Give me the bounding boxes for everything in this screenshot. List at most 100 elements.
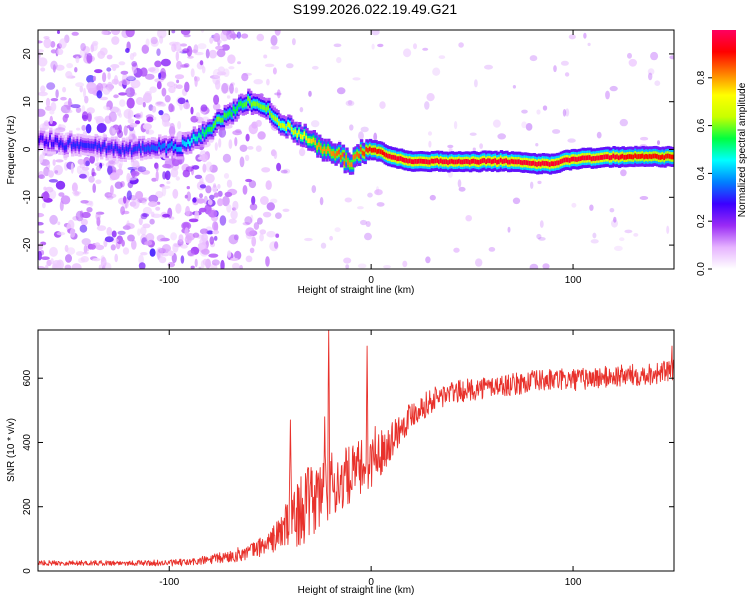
spectrogram-noise-blob (143, 92, 152, 104)
spectrogram-noise-blob (104, 236, 114, 243)
spectrogram-noise-blob (311, 65, 319, 70)
spectrogram-noise-blob (275, 233, 280, 238)
spectrogram-ridge-cell (85, 143, 89, 148)
spectrogram-ytick-label: 10 (22, 96, 33, 108)
spectrogram-noise-blob (164, 95, 171, 103)
spectrogram-ridge-cell (338, 149, 342, 155)
spectrogram-noise-blob (221, 83, 230, 94)
spectrogram-ridge-cell (156, 146, 160, 151)
spectrogram-noise-blob (218, 138, 222, 148)
spectrogram-ridge-cell (127, 147, 131, 153)
spectrogram-noise-blob (184, 227, 189, 237)
spectrogram-ridge-cell (165, 148, 169, 153)
spectrogram-ridge-cell (527, 160, 531, 166)
spectrogram-ridge-cell (276, 117, 280, 123)
spectrogram-noise-blob (91, 167, 95, 177)
spectrogram-noise-blob (88, 175, 95, 183)
snr-panel: -100 0 100 0 200 400 600 Height of straight li… (6, 329, 675, 596)
spectrogram-noise-blob (242, 185, 248, 195)
spectrogram-ridge-cell (100, 146, 104, 152)
spectrogram-noise-blob (469, 132, 477, 136)
spectrogram-noise-blob (151, 105, 157, 113)
spectrogram-ridge-cell (347, 160, 351, 165)
spectrogram-ridge-cell (614, 154, 618, 160)
spectrogram-noise-blob (96, 165, 102, 171)
spectrogram-ridge-cell (521, 160, 525, 166)
spectrogram-noise-blob (49, 214, 58, 225)
colorbar-tick-label: 0.0 (696, 262, 707, 276)
spectrogram-noise-blob (438, 55, 446, 59)
spectrogram-noise-blob (376, 202, 385, 207)
spectrogram-ridge-cell (243, 102, 247, 108)
spectrogram-noise-blob (150, 36, 158, 45)
spectrogram-noise-blob (276, 89, 281, 99)
spectrogram-noise-blob (226, 179, 233, 188)
spectrogram-ridge-cell (652, 153, 656, 159)
spectrogram-ridge-cell (38, 138, 42, 143)
spectrogram-noise-blob (118, 92, 127, 96)
spectrogram-ridge-cell (318, 142, 322, 147)
spectrogram-ridge-cell (421, 159, 425, 164)
spectrogram-noise-blob (343, 257, 352, 264)
spectrogram-noise-blob (184, 194, 188, 199)
spectrogram-ridge-cell (617, 155, 622, 161)
spectrogram-noise-blob (138, 217, 143, 226)
spectrogram-noise-blob (212, 68, 222, 78)
spectrogram-ridge-cell (352, 155, 356, 160)
spectrogram-noise-blob (140, 252, 148, 256)
spectrogram-noise-blob (160, 237, 170, 242)
spectrogram-noise-blob (336, 87, 346, 95)
colorbar: 0.0 0.2 0.4 0.6 0.8 Normalized spectral ampl… (696, 30, 748, 276)
spectrogram-noise-blob (126, 190, 132, 201)
spectrogram-ridge-cell (619, 154, 624, 160)
spectrogram-ridge-cell (309, 138, 313, 144)
spectrogram-noise-blob (373, 132, 378, 141)
spectrogram-noise-blob (633, 233, 639, 237)
spectrogram-noise-blob (457, 179, 462, 188)
spectrogram-ridge-cell (534, 161, 538, 167)
spectrogram-noise-blob (185, 205, 191, 217)
spectrogram-ridge-cell (454, 159, 458, 165)
spectrogram-noise-blob (334, 227, 341, 233)
snr-ytick-label: 200 (22, 498, 33, 515)
spectrogram-ridge-cell (430, 158, 435, 164)
spectrogram-ridge-cell (174, 144, 178, 149)
spectrogram-noise-blob (484, 64, 493, 70)
spectrogram-noise-blob (94, 242, 101, 248)
spectrogram-ridge-cell (608, 155, 613, 161)
spectrogram-ridge-cell (183, 141, 187, 146)
spectrogram-noise-blob (222, 124, 233, 129)
spectrogram-noise-blob (83, 244, 88, 254)
spectrogram-noise-blob (262, 211, 272, 218)
spectrogram-noise-blob (657, 140, 660, 146)
spectrogram-noise-blob (242, 222, 250, 226)
spectrogram-ridge-cell (307, 138, 311, 144)
colorbar-gradient (712, 30, 736, 269)
spectrogram-noise-blob (199, 60, 204, 66)
spectrogram-noise-blob (149, 86, 157, 93)
spectrogram-noise-blob (126, 75, 135, 81)
spectrogram-noise-blob (89, 155, 95, 164)
spectrogram-ridge-cell (152, 145, 157, 150)
spectrogram-noise-blob (235, 128, 242, 134)
spectrogram-noise-blob (142, 206, 152, 215)
spectrogram-noise-blob (197, 43, 207, 50)
spectrogram-noise-blob (488, 247, 496, 252)
spectrogram-noise-blob (99, 96, 108, 101)
spectrogram-noise-blob (274, 92, 282, 96)
spectrogram-noise-blob (427, 131, 433, 136)
spectrogram-noise-blob (249, 247, 255, 254)
spectrogram-noise-blob (245, 178, 253, 183)
spectrogram-noise-blob (280, 169, 288, 174)
spectrogram-xtick-label: 0 (368, 275, 374, 286)
spectrogram-xtick-label: 100 (565, 275, 582, 286)
spectrogram-ylabel: Frequency (Hz) (6, 116, 17, 185)
spectrogram-noise-blob (512, 197, 521, 205)
spectrogram-noise-blob (86, 207, 93, 213)
spectrogram-noise-blob (175, 176, 180, 181)
spectrogram-noise-blob (298, 148, 306, 157)
spectrogram-ridge-cell (403, 157, 407, 163)
spectrogram-ridge-cell (594, 156, 598, 161)
spectrogram-noise-blob (261, 167, 271, 173)
spectrogram-noise-blob (474, 79, 478, 88)
